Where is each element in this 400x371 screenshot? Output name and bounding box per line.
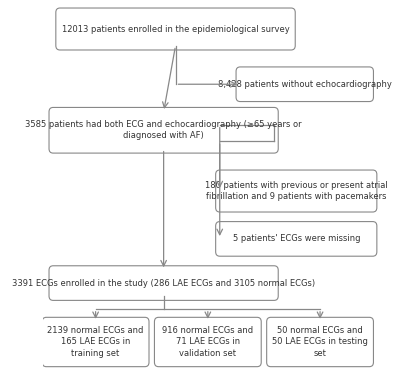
Text: 2139 normal ECGs and
165 LAE ECGs in
training set: 2139 normal ECGs and 165 LAE ECGs in tra… <box>48 326 144 358</box>
Text: 8,428 patients without echocardiography: 8,428 patients without echocardiography <box>218 80 392 89</box>
FancyBboxPatch shape <box>42 317 149 367</box>
FancyBboxPatch shape <box>236 67 374 102</box>
FancyBboxPatch shape <box>49 266 278 301</box>
Text: 12013 patients enrolled in the epidemiological survey: 12013 patients enrolled in the epidemiol… <box>62 24 290 33</box>
FancyBboxPatch shape <box>216 221 377 256</box>
FancyBboxPatch shape <box>56 8 295 50</box>
Text: 180 patients with previous or present atrial
fibrillation and 9 patients with pa: 180 patients with previous or present at… <box>205 181 388 201</box>
Text: 5 patients' ECGs were missing: 5 patients' ECGs were missing <box>232 234 360 243</box>
FancyBboxPatch shape <box>267 317 374 367</box>
Text: 916 normal ECGs and
71 LAE ECGs in
validation set: 916 normal ECGs and 71 LAE ECGs in valid… <box>162 326 253 358</box>
FancyBboxPatch shape <box>216 170 377 212</box>
FancyBboxPatch shape <box>154 317 261 367</box>
Text: 3391 ECGs enrolled in the study (286 LAE ECGs and 3105 normal ECGs): 3391 ECGs enrolled in the study (286 LAE… <box>12 279 315 288</box>
FancyBboxPatch shape <box>49 108 278 153</box>
Text: 50 normal ECGs and
50 LAE ECGs in testing
set: 50 normal ECGs and 50 LAE ECGs in testin… <box>272 326 368 358</box>
Text: 3585 patients had both ECG and echocardiography (≥65 years or
diagnosed with AF): 3585 patients had both ECG and echocardi… <box>25 120 302 140</box>
